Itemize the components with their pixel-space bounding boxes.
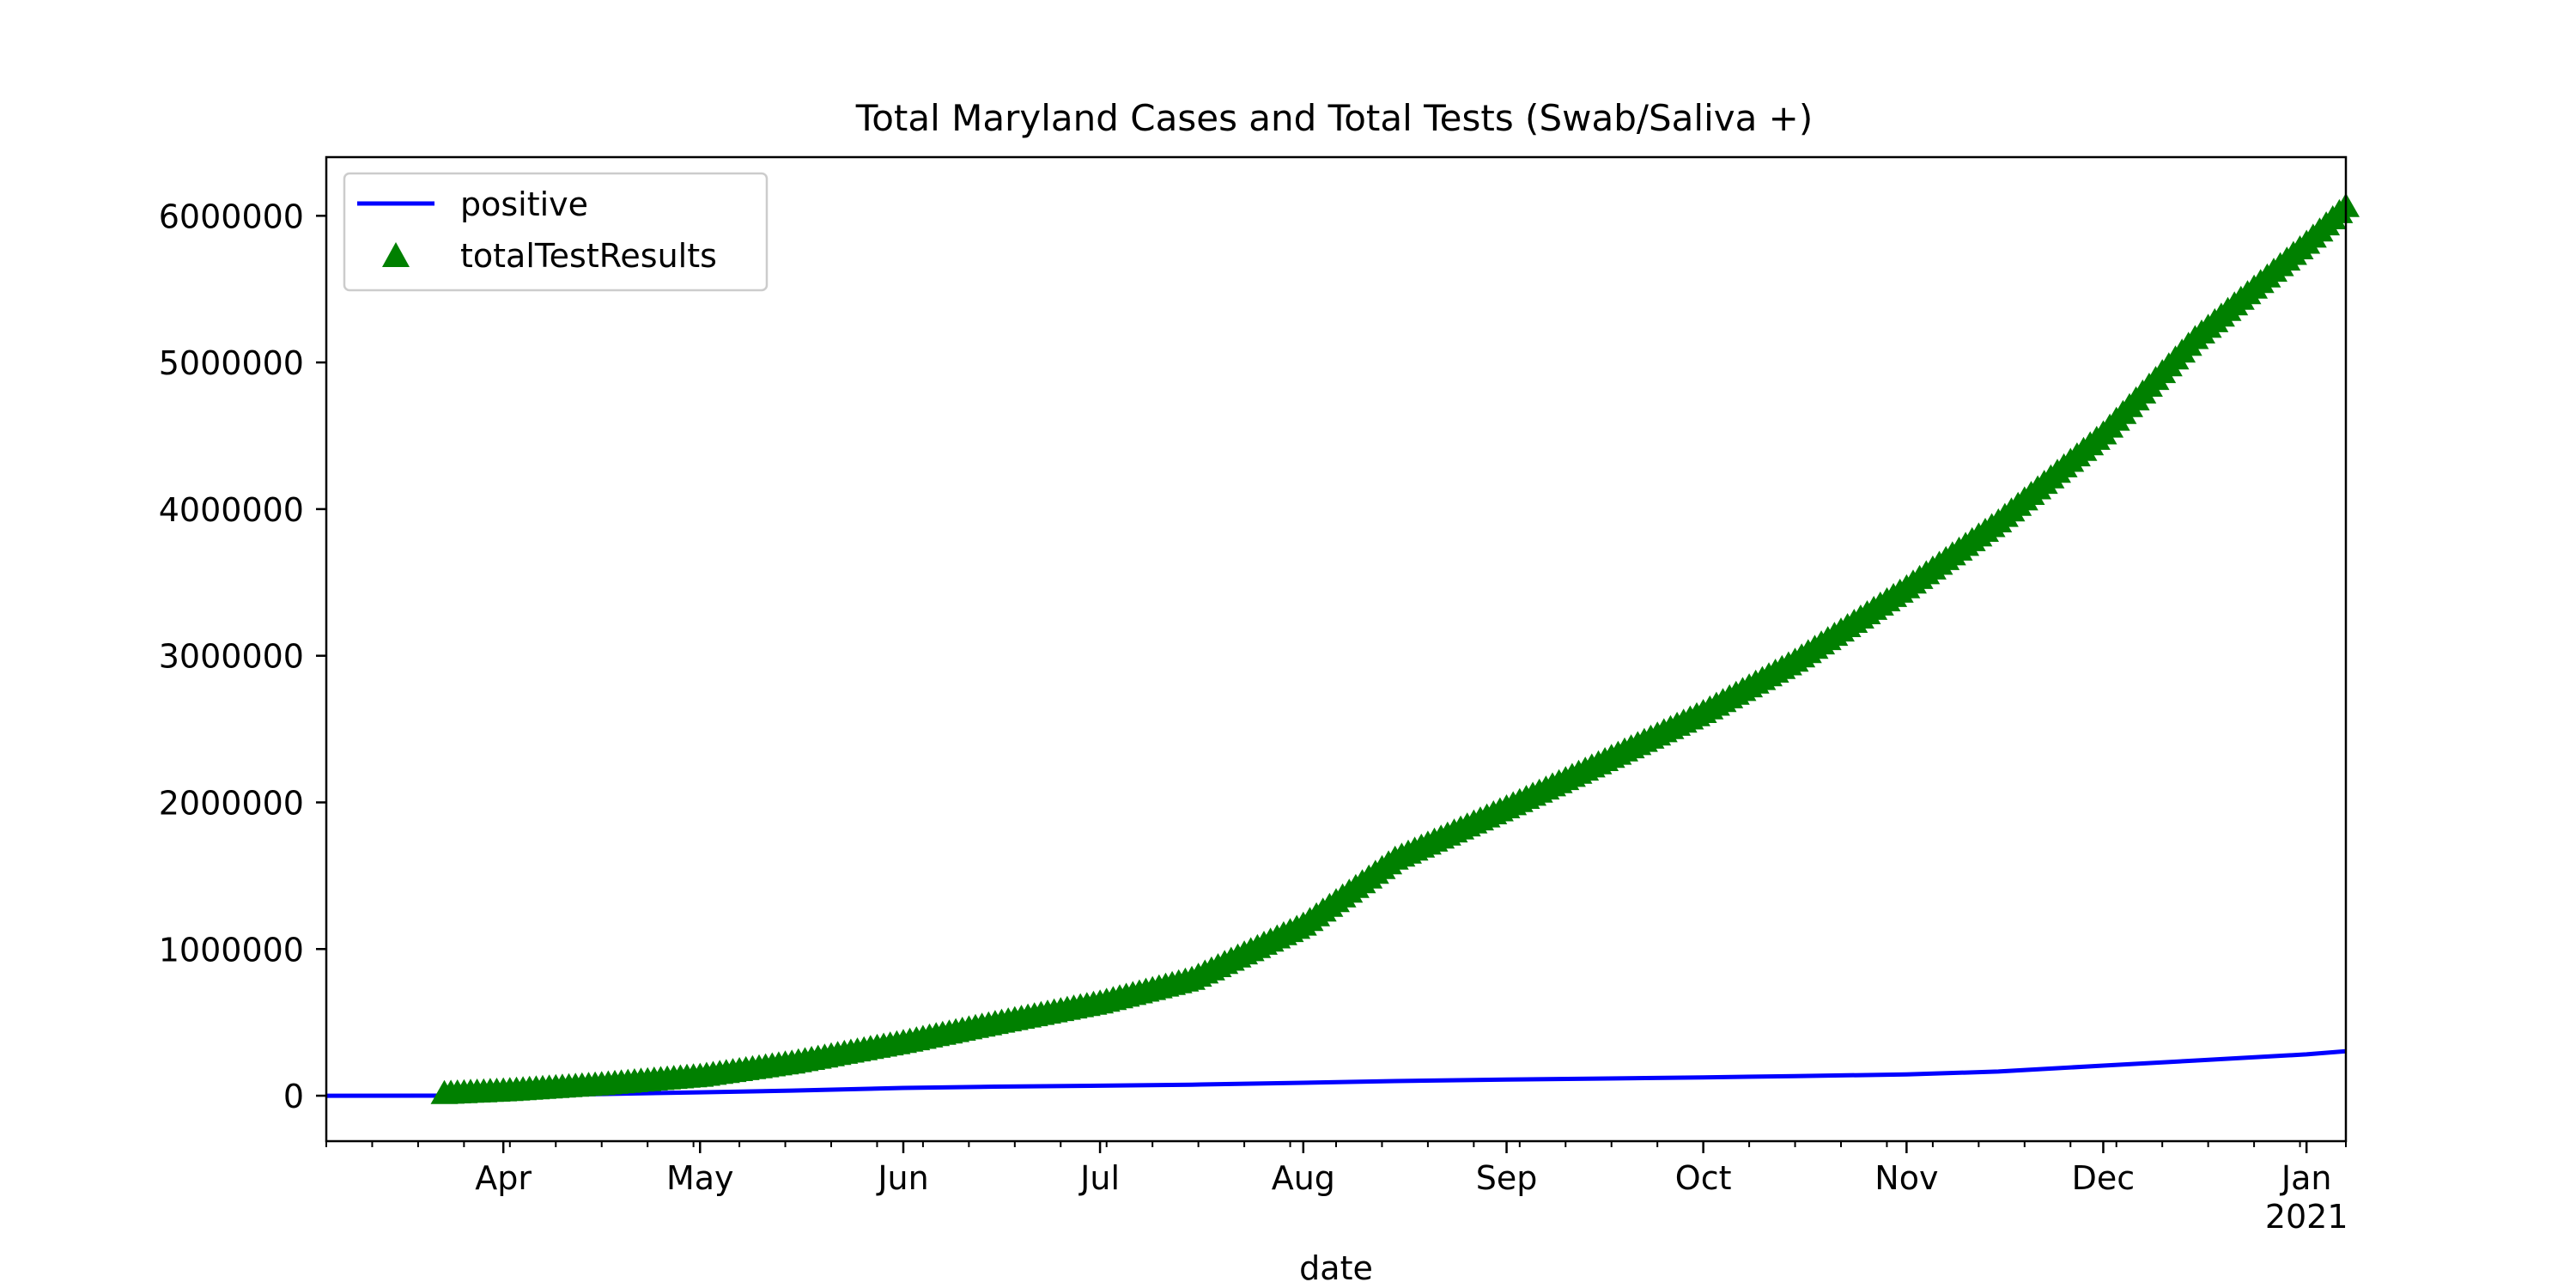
series-layer (325, 192, 2360, 1104)
series-markers-totaltestresults (430, 192, 2360, 1104)
y-tick-label: 2000000 (159, 784, 304, 822)
y-tick-label: 5000000 (159, 344, 304, 382)
series-line-positive (325, 1048, 2347, 1098)
x-tick-label: May (666, 1159, 734, 1197)
y-tick-label: 0 (283, 1078, 304, 1115)
x-tick-label: Aug (1272, 1159, 1335, 1197)
x-tick-label: Apr (475, 1159, 532, 1197)
x-tick-sublabel: 2021 (2265, 1198, 2348, 1236)
legend-triangle-swatch (382, 242, 410, 267)
x-tick-label: Oct (1675, 1159, 1732, 1197)
y-tick-label: 1000000 (159, 931, 304, 969)
x-tick-label: Jan (2280, 1159, 2332, 1197)
x-tick-label: Dec (2072, 1159, 2136, 1197)
legend: positive totalTestResults (343, 172, 769, 292)
legend-label-totaltestresults: totalTestResults (460, 237, 717, 275)
y-tick-label: 3000000 (159, 638, 304, 676)
legend-box (343, 172, 769, 292)
y-tick-label: 6000000 (159, 197, 304, 235)
legend-label-positive: positive (460, 185, 588, 223)
plot-frame (325, 155, 2348, 1143)
y-axis: 0 1000000 2000000 3000000 4000000 5000000 6000… (159, 197, 326, 1115)
plot-area (325, 155, 2360, 1143)
x-tick-label: Nov (1874, 1159, 1938, 1197)
y-tick-label: 4000000 (159, 491, 304, 529)
x-axis-label: date (1299, 1249, 1373, 1287)
chart-title: Total Maryland Cases and Total Tests (Sw… (855, 97, 1814, 139)
x-tick-label: Sep (1476, 1159, 1538, 1197)
x-tick-label: Jul (1078, 1159, 1120, 1197)
x-tick-label: Jun (876, 1159, 928, 1197)
